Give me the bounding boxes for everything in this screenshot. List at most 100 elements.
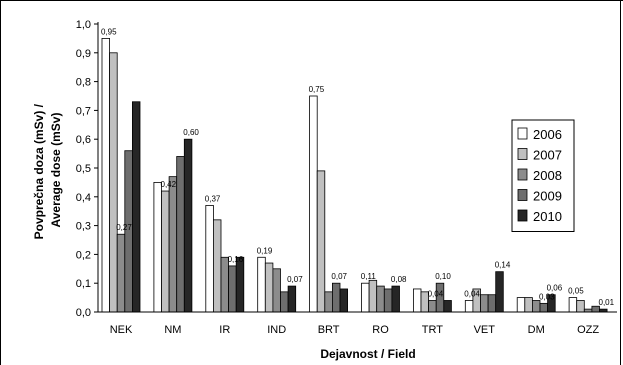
y-tick-label: 0,4: [76, 192, 91, 204]
y-axis-title: Povprečna doza (mSv) / Average dose (mSv…: [32, 101, 63, 240]
data-label: 0,60: [183, 128, 199, 137]
bar-brt-2008: [324, 291, 333, 313]
legend-label-2009: 2009: [533, 189, 562, 204]
bar-dm-2007: [524, 297, 533, 313]
bar-dm-2009: [539, 302, 548, 313]
data-label: 0,01: [599, 298, 615, 307]
data-label: 0,03: [539, 292, 555, 301]
legend-label-2007: 2007: [533, 148, 562, 163]
bar-ro-2007: [368, 279, 378, 313]
x-axis-title: Dejavnost / Field: [320, 347, 415, 361]
bar-ir-2007: [212, 219, 222, 313]
bar-vet-2010: [495, 271, 504, 313]
data-label: 0,05: [568, 287, 584, 296]
legend: 2006 2007 2008 2009 2010: [511, 119, 575, 232]
bar-ir-2006: [205, 205, 214, 313]
legend-swatch-2006: [517, 127, 528, 140]
y-tick-label: 1,0: [76, 19, 91, 31]
axes-group: 0,0 0,1 0,2 0,3 0,4 0,5 0,6 0,7 0,8 0,9 1,0 NEK NM IR…: [76, 19, 617, 336]
y-axis-title-line1: Povprečna doza (mSv) /: [32, 103, 46, 239]
bar-nek-2006: [101, 38, 110, 313]
bar-ind-2007: [264, 262, 274, 313]
data-label: 0,37: [205, 194, 221, 203]
bar-ind-2008: [272, 268, 281, 313]
bar-ozz-2006: [568, 297, 578, 313]
bar-ind-2006: [257, 256, 266, 313]
bar-nm-2006: [153, 181, 162, 313]
data-labels-group: 0,95 0,27 0,42 0,60 0,37 0,16 0,19 0,07 0,75 0,07…: [101, 27, 615, 307]
y-tick-label: 0,7: [76, 105, 91, 117]
bar-ro-2010: [391, 285, 400, 313]
y-tick-label: 0,5: [76, 163, 91, 175]
bar-brt-2009: [331, 282, 341, 313]
x-tick-label: TRT: [422, 324, 443, 336]
bar-dm-2008: [532, 300, 541, 313]
data-label: 0,27: [116, 223, 132, 232]
x-tick-label: NEK: [110, 324, 133, 336]
bar-nek-2010: [131, 101, 141, 313]
y-tick-label: 0,0: [76, 307, 91, 319]
x-tick-label: OZZ: [577, 324, 599, 336]
y-axis-title-line2: Average dose (mSv): [49, 113, 63, 228]
bar-nm-2010: [183, 138, 193, 313]
data-label: 0,75: [309, 85, 325, 94]
bar-nm-2008: [168, 176, 178, 313]
legend-label-2010: 2010: [533, 209, 562, 224]
y-tick-label: 0,6: [76, 134, 91, 146]
data-label: 0,07: [287, 275, 303, 284]
data-label: 0,14: [495, 261, 511, 270]
bar-dm-2006: [516, 297, 526, 313]
bar-brt-2007: [316, 170, 326, 313]
bar-vet-2009: [487, 294, 497, 313]
bar-trt-2006: [412, 288, 422, 313]
legend-swatch-2007: [517, 148, 528, 160]
bar-ir-2010: [235, 256, 245, 313]
legend-label-2006: 2006: [533, 127, 562, 142]
bar-nm-2009: [176, 156, 185, 313]
bar-ir-2009: [228, 265, 237, 313]
bar-ro-2006: [361, 282, 370, 313]
bar-ind-2010: [287, 285, 297, 313]
x-tick-label: BRT: [318, 324, 340, 336]
bar-trt-2008: [428, 300, 437, 313]
x-tick-label: IND: [267, 324, 286, 336]
data-label: 0,04: [464, 289, 480, 298]
bar-ro-2008: [376, 285, 385, 313]
data-label: 0,06: [547, 284, 563, 293]
y-tick-label: 0,1: [76, 278, 91, 290]
bar-trt-2010: [443, 300, 452, 313]
x-tick-label: DM: [528, 324, 545, 336]
data-label: 0,95: [101, 27, 117, 36]
bar-ir-2008: [220, 256, 229, 313]
legend-swatch-2008: [517, 168, 528, 181]
y-tick-label: 0,3: [76, 221, 91, 233]
x-tick-label: NM: [164, 324, 181, 336]
bar-nm-2007: [161, 190, 170, 313]
bar-vet-2008: [480, 294, 489, 313]
bar-nek-2007: [109, 52, 118, 313]
x-tick-label: VET: [474, 324, 496, 336]
x-tick-label: RO: [372, 324, 389, 336]
bar-ozz-2007: [576, 300, 585, 313]
y-tick-label: 0,9: [76, 48, 91, 60]
y-tick-label: 0,8: [76, 77, 91, 89]
data-label: 0,42: [161, 180, 177, 189]
y-tick-label: 0,2: [76, 249, 91, 261]
bar-ind-2009: [280, 291, 289, 313]
legend-label-2008: 2008: [533, 168, 562, 183]
data-label: 0,04: [428, 289, 444, 298]
bar-brt-2006: [309, 95, 318, 313]
x-tick-label: IR: [219, 324, 230, 336]
data-label: 0,11: [361, 272, 377, 281]
data-label: 0,19: [257, 246, 273, 255]
data-label: 0,07: [331, 272, 347, 281]
bar-ro-2009: [383, 288, 393, 313]
bar-nek-2008: [116, 233, 126, 313]
data-label: 0,10: [435, 272, 451, 281]
bar-vet-2006: [464, 300, 474, 313]
legend-swatch-2009: [517, 189, 528, 201]
data-label: 0,16: [228, 255, 244, 264]
data-label: 0,08: [391, 275, 407, 284]
